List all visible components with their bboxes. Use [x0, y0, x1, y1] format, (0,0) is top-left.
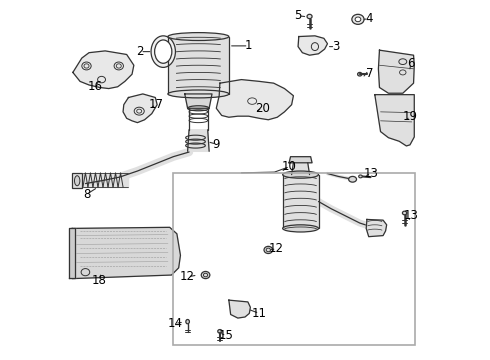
Polygon shape [292, 163, 310, 175]
Ellipse shape [168, 90, 229, 98]
Text: 11: 11 [252, 307, 267, 320]
Text: 6: 6 [407, 57, 415, 70]
Text: 5: 5 [294, 9, 302, 22]
Text: 2: 2 [137, 45, 144, 58]
Text: 3: 3 [332, 40, 339, 53]
Text: 12: 12 [180, 270, 195, 283]
Text: 13: 13 [364, 167, 379, 180]
Ellipse shape [218, 329, 222, 333]
Polygon shape [69, 228, 74, 278]
Ellipse shape [155, 40, 172, 63]
Ellipse shape [151, 36, 175, 67]
Text: 16: 16 [88, 80, 102, 93]
Text: 14: 14 [168, 317, 183, 330]
Ellipse shape [358, 72, 362, 76]
Polygon shape [188, 130, 209, 151]
Polygon shape [83, 173, 128, 187]
Bar [168, 37, 229, 94]
Polygon shape [216, 80, 294, 120]
Ellipse shape [307, 14, 312, 19]
Bar [72, 173, 82, 188]
Polygon shape [229, 300, 250, 318]
Polygon shape [289, 157, 312, 163]
Ellipse shape [359, 175, 362, 178]
Bar [283, 175, 318, 228]
Ellipse shape [349, 176, 357, 182]
Polygon shape [366, 220, 387, 237]
Ellipse shape [186, 319, 190, 324]
Ellipse shape [168, 33, 229, 41]
Ellipse shape [201, 271, 210, 279]
Text: 18: 18 [91, 274, 106, 287]
Ellipse shape [283, 225, 318, 232]
Text: 4: 4 [365, 12, 372, 25]
Polygon shape [185, 94, 212, 108]
Polygon shape [72, 227, 180, 279]
Text: 10: 10 [281, 160, 296, 173]
Polygon shape [375, 95, 414, 146]
Polygon shape [378, 50, 414, 93]
Text: 12: 12 [269, 242, 284, 255]
Text: 9: 9 [213, 138, 220, 150]
Text: 13: 13 [403, 210, 418, 222]
Polygon shape [123, 94, 157, 123]
Polygon shape [73, 51, 134, 89]
Text: 17: 17 [148, 98, 164, 111]
Ellipse shape [355, 17, 361, 22]
Ellipse shape [352, 14, 364, 24]
Text: 1: 1 [245, 39, 252, 52]
Text: 7: 7 [366, 67, 373, 80]
Ellipse shape [264, 246, 272, 253]
Text: 20: 20 [255, 102, 270, 115]
Text: 8: 8 [83, 188, 90, 201]
Polygon shape [298, 36, 327, 55]
Ellipse shape [402, 211, 407, 215]
Ellipse shape [283, 171, 318, 178]
Text: 15: 15 [219, 329, 234, 342]
Ellipse shape [74, 176, 80, 186]
Bar [173, 173, 416, 345]
Text: 19: 19 [402, 110, 417, 123]
